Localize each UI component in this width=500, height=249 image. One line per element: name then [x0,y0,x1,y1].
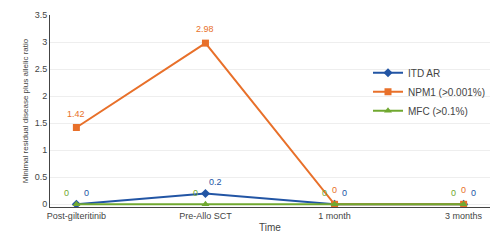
svg-text:0: 0 [451,188,456,198]
svg-text:Minimal residual disease plus: Minimal residual disease plus allelic ra… [21,38,30,183]
svg-text:Post-gilteritinib: Post-gilteritinib [47,211,106,221]
svg-text:NPM1 (>0.001%): NPM1 (>0.001%) [408,87,485,98]
svg-text:0: 0 [193,188,198,198]
svg-text:0: 0 [332,185,337,195]
svg-text:Pre-Allo SCT: Pre-Allo SCT [179,211,232,221]
svg-text:0: 0 [42,199,47,209]
svg-text:0: 0 [342,188,347,198]
svg-text:1: 1 [42,145,47,155]
svg-text:3.5: 3.5 [35,10,48,20]
svg-text:0: 0 [461,185,466,195]
svg-text:Time: Time [259,222,281,233]
svg-text:1.5: 1.5 [35,118,48,128]
svg-text:0: 0 [64,188,69,198]
svg-text:0: 0 [84,188,89,198]
svg-text:2.98: 2.98 [196,24,214,34]
svg-text:2.5: 2.5 [35,64,48,74]
svg-text:0: 0 [322,188,327,198]
svg-text:0.5: 0.5 [35,172,48,182]
svg-text:0.2: 0.2 [209,177,222,187]
svg-text:1 month: 1 month [318,211,351,221]
svg-text:2: 2 [42,91,47,101]
svg-text:MFC (>0.1%): MFC (>0.1%) [408,106,468,117]
svg-text:ITD AR: ITD AR [408,68,440,79]
svg-text:3 months: 3 months [445,211,483,221]
svg-text:0: 0 [471,188,476,198]
svg-text:1.42: 1.42 [67,109,85,119]
svg-text:3: 3 [42,37,47,47]
